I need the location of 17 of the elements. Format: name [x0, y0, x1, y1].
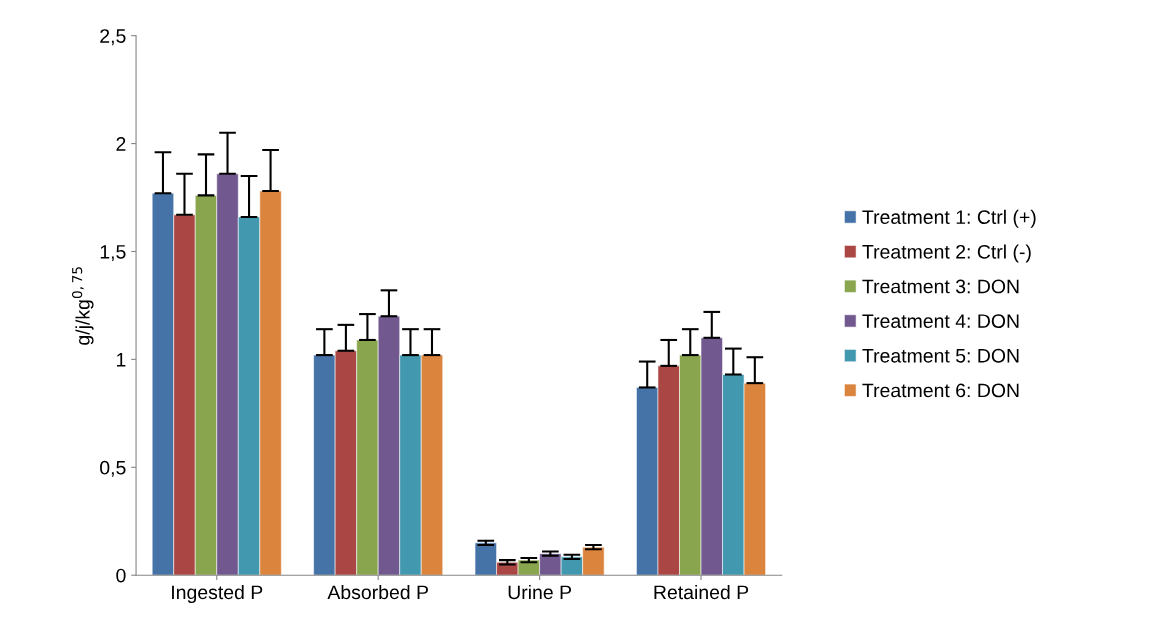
y-tick-label: 0 [116, 568, 126, 583]
y-tick-label: 0,5 [100, 460, 126, 477]
legend-label: Treatment 5: DON [862, 348, 1019, 363]
legend-label: Treatment 4: DON [862, 314, 1019, 328]
y-axis-title: g/j/kg$^{0,75}$ [71, 267, 94, 345]
legend-label: Treatment 2: Ctrl (-) [862, 244, 1031, 263]
y-tick-label: 2 [116, 137, 126, 151]
y-tick-label: 2,5 [100, 29, 126, 46]
x-tick-label: Retained P [654, 584, 749, 600]
x-tick-label: Ingested P [172, 584, 263, 604]
legend-label: Treatment 6: DON [862, 383, 1019, 398]
x-tick-label: Absorbed P [327, 584, 428, 600]
y-tick-label: 1 [117, 353, 126, 367]
x-tick-label: Urine P [508, 584, 571, 600]
legend-label: Treatment 1: Ctrl (+) [862, 209, 1036, 228]
y-tick-label: 1,5 [100, 245, 126, 262]
legend-label: Treatment 3: DON [862, 279, 1019, 294]
